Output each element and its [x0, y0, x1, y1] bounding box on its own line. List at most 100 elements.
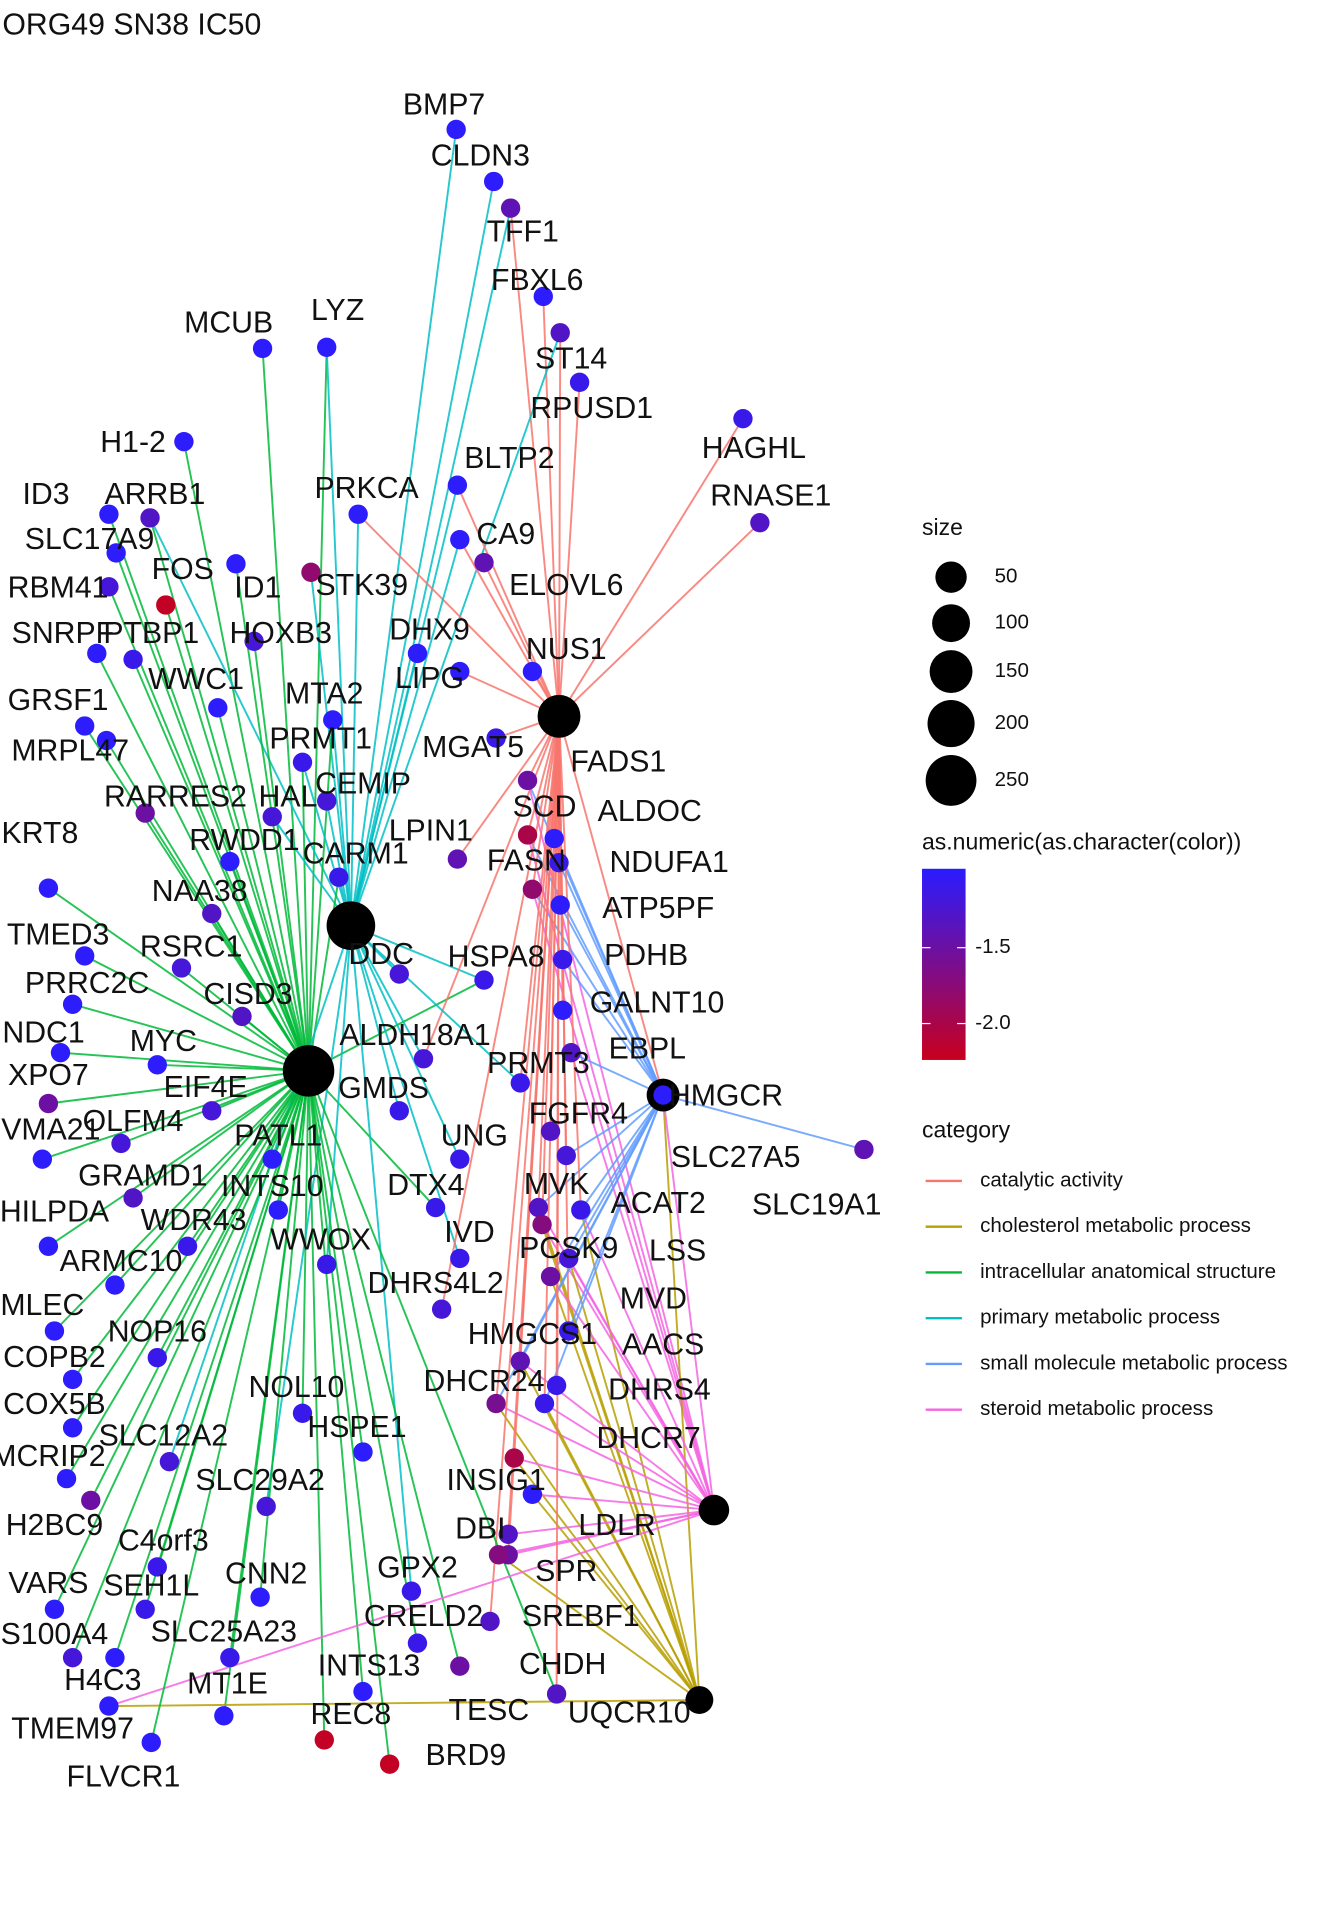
- gene-node: [232, 1006, 252, 1027]
- edge: [84, 955, 309, 1072]
- gene-label: VARS: [8, 1567, 88, 1600]
- gene-node: [534, 1393, 555, 1414]
- gene-label: DTX4: [387, 1169, 464, 1202]
- edge: [579, 1209, 701, 1701]
- edge: [497, 1554, 700, 1701]
- edge: [89, 1070, 310, 1501]
- gene-label: CRELD2: [364, 1600, 483, 1633]
- size-label: 250: [995, 768, 1029, 791]
- gene-label: NOP16: [108, 1315, 207, 1348]
- gene-node: [268, 1200, 288, 1220]
- edge: [570, 1051, 664, 1096]
- gene-label: IVD: [444, 1216, 494, 1249]
- gene-label: BRD9: [425, 1739, 506, 1772]
- gene-label: LDLR: [578, 1509, 655, 1542]
- gene-node: [202, 1101, 222, 1121]
- gene-node: [159, 1452, 180, 1472]
- colorbar-label: -2.0: [975, 1011, 1010, 1034]
- gene-label: TMED3: [7, 919, 110, 952]
- gene-label: TMEM97: [11, 1712, 134, 1745]
- edge: [350, 925, 425, 1060]
- gene-node: [252, 338, 273, 359]
- gene-label: DHRS4: [608, 1373, 711, 1406]
- size-key: [935, 561, 967, 593]
- gene-node: [96, 730, 117, 751]
- gene-label: RNASE1: [710, 479, 831, 512]
- gene-label: DHRS4L2: [368, 1267, 504, 1300]
- gene-label: MYC: [130, 1025, 197, 1058]
- gene-label: HMGCR: [669, 1079, 783, 1112]
- category-node: [685, 1686, 714, 1714]
- edge: [662, 1094, 865, 1151]
- legend-label: primary metabolic process: [980, 1306, 1220, 1329]
- edge: [108, 1699, 700, 1708]
- gene-label: LYZ: [311, 294, 364, 327]
- gene-label: PRRC2C: [25, 967, 149, 1000]
- gene-node: [407, 1633, 428, 1653]
- gene-label: STK39: [316, 569, 408, 602]
- legend-label: intracellular anatomical structure: [980, 1260, 1276, 1283]
- gene-node: [177, 1236, 198, 1256]
- gene-node: [147, 1347, 167, 1368]
- gene-label: SCD: [513, 790, 577, 823]
- gene-label: DHCR7: [596, 1422, 700, 1455]
- gene-label: EBPL: [609, 1032, 686, 1065]
- gene-label: MGAT5: [422, 731, 524, 764]
- gene-node: [353, 1681, 373, 1702]
- gene-label: INTS10: [221, 1170, 324, 1203]
- gene-node: [317, 1254, 337, 1275]
- gene-node: [533, 286, 553, 307]
- edge: [182, 441, 310, 1072]
- gene-label: FBXL6: [491, 264, 583, 297]
- gene-label: HAL: [259, 781, 318, 814]
- gene-node: [474, 552, 494, 573]
- gene-label: MCRIP2: [0, 1440, 106, 1473]
- gene-label: PCSK9: [519, 1232, 618, 1265]
- edge: [579, 1209, 715, 1511]
- legend-title: as.numeric(as.character(color)): [922, 828, 1241, 854]
- gene-node: [500, 198, 521, 218]
- gene-node: [62, 994, 83, 1014]
- edge: [301, 762, 352, 926]
- gene-label: PTBP1: [103, 617, 199, 650]
- gene-node: [135, 803, 155, 823]
- edge: [349, 207, 512, 926]
- gene-label: LSS: [649, 1234, 706, 1267]
- edge: [349, 925, 401, 1112]
- edge: [48, 1069, 309, 1105]
- edge: [149, 517, 352, 927]
- size-label: 150: [995, 659, 1029, 682]
- gene-label: HSPA8: [448, 940, 545, 973]
- edge: [53, 1070, 310, 1332]
- gene-node: [653, 1085, 673, 1105]
- gene-label: SNRPF: [12, 617, 115, 650]
- edge: [498, 1509, 715, 1556]
- size-key: [929, 650, 973, 693]
- gene-label: FGFR4: [529, 1098, 628, 1131]
- edge: [72, 1003, 309, 1072]
- gene-label: SLC19A1: [752, 1188, 882, 1221]
- gene-node: [99, 577, 119, 597]
- gene-label: BMP7: [403, 88, 485, 121]
- edge: [549, 1094, 664, 1278]
- gene-node: [540, 1121, 561, 1142]
- gene-label: COX5B: [3, 1388, 106, 1421]
- edge: [495, 1403, 701, 1701]
- gene-label: S100A4: [1, 1618, 109, 1651]
- gene-node: [488, 1545, 509, 1565]
- gene-label: TESC: [448, 1694, 529, 1727]
- gene-node: [522, 879, 543, 900]
- edge: [558, 716, 570, 1332]
- gene-node: [379, 1754, 400, 1774]
- gene-node: [517, 770, 538, 791]
- gene-label: MVK: [524, 1168, 590, 1201]
- edge: [114, 1070, 310, 1659]
- gene-label: HOXB3: [229, 617, 332, 650]
- gene-label: DHX9: [389, 614, 470, 647]
- edge: [570, 1052, 715, 1511]
- gene-label: DDC: [348, 938, 414, 971]
- edge: [108, 586, 310, 1072]
- gene-node: [56, 1468, 77, 1489]
- gene-node: [559, 1248, 579, 1269]
